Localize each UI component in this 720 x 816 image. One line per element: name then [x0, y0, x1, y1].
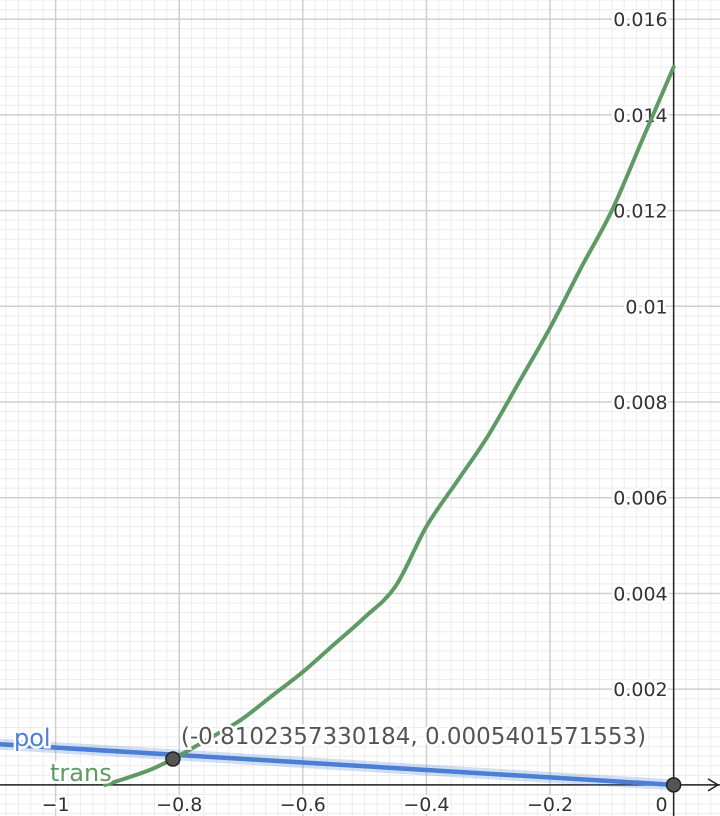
curve-labels: pol trans: [12, 722, 115, 790]
x-tick-label: −0.2: [527, 794, 573, 816]
intersection-point[interactable]: [165, 751, 181, 767]
intersection-point-label: (-0.8102357330184, 0.0005401571553): [181, 724, 646, 750]
series-layer: [0, 65, 680, 791]
series-label-trans[interactable]: trans: [48, 756, 115, 789]
x-tick-label: 0: [656, 794, 668, 816]
x-tick-label: −0.8: [156, 794, 202, 816]
x-tick-label: −0.4: [403, 794, 449, 816]
points-layer: [165, 751, 682, 793]
y-tick-label: 0.006: [613, 488, 667, 510]
y-tick-label: 0.012: [613, 201, 667, 223]
y-tick-label: 0.004: [613, 583, 667, 605]
y-tick-label: 0.01: [625, 296, 667, 318]
x-axis-arrow-icon: [707, 778, 720, 792]
x-tick-label: −0.6: [280, 794, 326, 816]
y-tick-label: 0.002: [613, 679, 667, 701]
y-tick-label: 0.014: [613, 105, 667, 127]
x-tick-label: −1: [42, 794, 70, 816]
series-line-pol[interactable]: [0, 741, 676, 788]
y-tick-label: 0.016: [613, 9, 667, 31]
x-tick-labels: −1 −0.8 −0.6 −0.4 −0.2 0: [39, 791, 670, 816]
series-label-pol[interactable]: pol: [12, 722, 54, 755]
y-tick-labels: 0.002 0.004 0.006 0.008 0.01 0.012 0.014 0.016: [611, 7, 670, 704]
origin-point[interactable]: [665, 777, 682, 793]
y-tick-label: 0.008: [613, 392, 667, 414]
